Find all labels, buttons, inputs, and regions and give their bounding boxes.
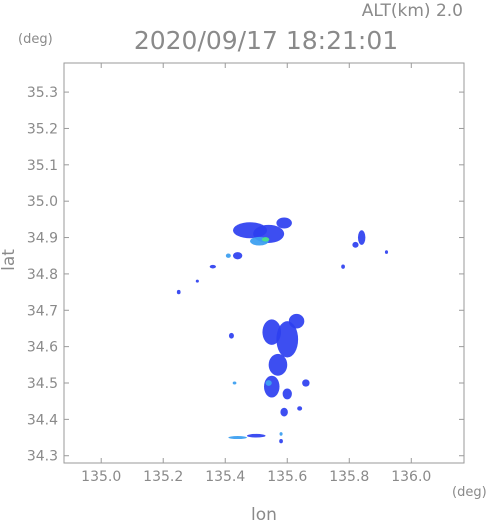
echo-cell [228,332,234,339]
x-unit-label: (deg) [452,485,487,500]
echo-cell [264,375,280,398]
x-tick-label: 135.8 [329,469,369,485]
y-tick-label: 34.9 [27,231,58,247]
echo-cell [232,252,243,260]
echo-cell [176,289,181,295]
echo-cell [261,237,270,242]
x-tick-label: 135.0 [81,469,121,485]
chart-title: 2020/09/17 18:21:01 [134,26,398,55]
echo-cell [225,253,231,258]
echo-cell [288,313,305,329]
y-tick-label: 34.3 [27,449,58,465]
y-tick-label: 35.0 [27,194,58,210]
echo-cell [209,264,216,269]
echo-cell [276,217,292,229]
axis-layer: 135.0 135.2 135.4 135.6 135.8 136.0 34.3 34.4 34… [27,63,464,485]
echo-cell [352,241,359,248]
y-unit-label: (deg) [18,32,53,47]
echo-cell [357,230,366,245]
x-tick-label: 135.4 [205,469,245,485]
echo-cell [302,379,310,387]
y-tick-label: 35.3 [27,85,58,101]
echo-cell [279,439,283,444]
echo-cell [384,250,389,254]
y-tick-label: 34.4 [27,412,58,428]
y-tick-label: 34.5 [27,376,58,392]
altitude-label: ALT(km) 2.0 [362,1,463,21]
echo-cell [268,353,288,376]
x-tick-label: 135.2 [143,469,183,485]
x-axis-title: lon [251,505,277,521]
x-tick-label: 136.0 [391,469,431,485]
y-axis-title: lat [0,249,19,271]
echo-cell [246,433,266,438]
echo-cell [279,432,283,436]
echo-layer [176,217,389,444]
echo-cell [262,319,282,345]
y-tick-label: 35.1 [27,158,58,174]
echo-cell [282,388,292,400]
y-tick-label: 34.8 [27,267,58,283]
echo-cell [228,436,247,440]
echo-cell [341,264,345,269]
y-tick-label: 34.7 [27,303,58,319]
plot-frame [63,62,465,464]
echo-cell [232,381,237,385]
echo-cell [297,406,303,411]
y-tick-label: 35.2 [27,121,58,137]
echo-cell [280,407,288,417]
echo-cell [265,380,272,386]
x-tick-label: 135.6 [267,469,307,485]
echo-cell [276,321,299,358]
y-tick-label: 34.6 [27,340,58,356]
echo-cell [195,279,199,283]
